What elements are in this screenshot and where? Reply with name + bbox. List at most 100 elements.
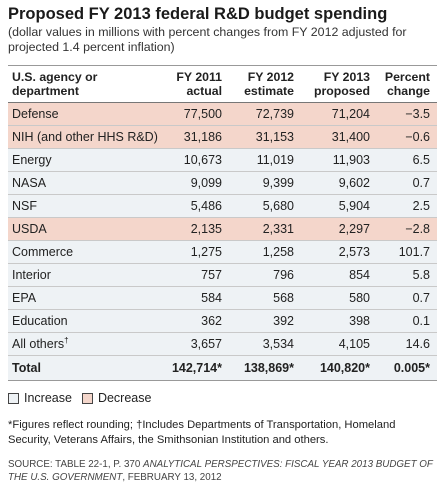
cell-agency: NASA [12,176,47,190]
cell-change: 0.7 [412,291,430,305]
cell-fy2012: 3,534 [262,337,294,351]
legend-item-decrease: Decrease [81,390,152,406]
budget-graphic: Proposed FY 2013 federal R&D budget spen… [8,5,437,484]
cell-agency: USDA [12,222,47,236]
cell-agency: Commerce [12,245,74,259]
cell-fy2012: 9,399 [262,176,294,190]
cell-fy2012: 2,331 [262,222,294,236]
cell-fy2011: 2,135 [190,222,222,236]
cell-fy2012: 392 [273,314,294,328]
cell-fy2011: 142,714* [171,361,222,375]
header-fy2013-line2: proposed [313,84,370,98]
header-fy2012-line2: estimate [244,84,294,98]
cell-fy2011: 3,657 [190,337,222,351]
table-row-all-others: All others† 3,657 3,534 4,105 14.6 [8,333,437,356]
cell-fy2012: 11,019 [256,153,294,167]
subtitle: (dollar values in millions with percent … [8,25,407,54]
cell-fy2013: 11,903 [332,153,370,167]
increase-swatch [8,392,19,404]
table-row-commerce: Commerce 1,275 1,258 2,573 101.7 [8,241,437,264]
decrease-swatch [81,392,93,404]
cell-agency: Total [12,361,41,375]
cell-fy2011: 77,500 [183,107,222,121]
page-title: Proposed FY 2013 federal R&D budget spen… [8,5,388,23]
header-change: Percent change [377,70,437,102]
cell-fy2013: 140,820* [319,361,370,375]
cell-fy2011: 584 [201,291,222,305]
cell-fy2013: 71,204 [331,107,370,121]
header-change-line2: change [386,84,430,98]
cell-change: 14.6 [405,337,430,351]
cell-fy2011: 5,486 [190,199,222,213]
legend-item-increase: Increase [8,390,72,406]
cell-fy2012: 796 [273,268,294,282]
table-row-nih: NIH (and other HHS R&D) 31,186 31,153 31… [8,126,437,149]
cell-change: −2.8 [405,222,430,236]
table-row-energy: Energy 10,673 11,019 11,903 6.5 [8,149,437,172]
budget-table: U.S. agency or department FY 2011 actual… [8,65,437,381]
cell-agency: Interior [12,268,51,282]
cell-fy2013: 2,297 [338,222,370,236]
cell-change: 2.5 [412,199,430,213]
cell-fy2013: 5,904 [338,199,370,213]
cell-fy2011: 31,186 [183,130,222,144]
dagger-footnote-mark: † [64,335,69,345]
header-change-line1: Percent [384,70,430,84]
cell-agency: NIH (and other HHS R&D) [12,130,158,144]
cell-fy2012: 5,680 [262,199,294,213]
cell-fy2011: 10,673 [183,153,222,167]
source-suffix: , FEBRUARY 13, 2012 [122,472,222,483]
header-fy2012: FY 2012 estimate [229,70,301,102]
header-fy2013-line1: FY 2013 [323,70,370,84]
header-agency-line1: U.S. agency or [12,70,98,84]
cell-change: −0.6 [405,130,430,144]
cell-fy2013: 854 [349,268,370,282]
cell-fy2012: 138,869* [243,361,294,375]
source-publication: ANALYTICAL PERSPECTIVES: FISCAL YEAR 201… [8,459,433,483]
source-credit: SOURCE: TABLE 22-1, P. 370 ANALYTICAL PE… [8,458,437,484]
cell-agency: NSF [12,199,37,213]
table-row-epa: EPA 584 568 580 0.7 [8,287,437,310]
legend-decrease-label: Decrease [97,391,152,405]
cell-change: 6.5 [412,153,430,167]
header-agency: U.S. agency or department [8,70,153,102]
cell-fy2012: 1,258 [262,245,294,259]
header-agency-line2: department [12,84,79,98]
table-header: U.S. agency or department FY 2011 actual… [8,66,437,103]
legend: Increase Decrease [8,390,437,406]
cell-agency-text: All others [12,337,65,351]
cell-fy2011: 757 [201,268,222,282]
cell-change: 0.7 [412,176,430,190]
cell-fy2013: 2,573 [338,245,370,259]
cell-fy2011: 362 [201,314,222,328]
table-row-total: Total 142,714* 138,869* 140,820* 0.005* [8,356,437,381]
table-row-interior: Interior 757 796 854 5.8 [8,264,437,287]
header-fy2012-line1: FY 2012 [247,70,294,84]
header-fy2013: FY 2013 proposed [301,70,377,102]
cell-fy2011: 1,275 [190,245,222,259]
table-row-nsf: NSF 5,486 5,680 5,904 2.5 [8,195,437,218]
footnote: *Figures reflect rounding; †Includes Dep… [8,419,396,446]
cell-change: 0.005* [393,361,430,375]
cell-change: −3.5 [405,107,430,121]
cell-agency: Defense [12,107,59,121]
cell-fy2012: 568 [273,291,294,305]
cell-fy2011: 9,099 [190,176,222,190]
cell-fy2013: 9,602 [338,176,370,190]
cell-fy2013: 398 [349,314,370,328]
table-row-nasa: NASA 9,099 9,399 9,602 0.7 [8,172,437,195]
header-fy2011-line1: FY 2011 [176,70,222,84]
cell-agency: EPA [12,291,37,305]
legend-increase-label: Increase [24,391,72,405]
cell-change: 101.7 [398,245,430,259]
cell-fy2013: 31,400 [331,130,370,144]
table-row-defense: Defense 77,500 72,739 71,204 −3.5 [8,103,437,126]
cell-fy2013: 4,105 [338,337,370,351]
cell-fy2013: 580 [349,291,370,305]
cell-agency: Energy [12,153,52,167]
header-fy2011: FY 2011 actual [153,70,229,102]
cell-change: 5.8 [412,268,430,282]
cell-fy2012: 31,153 [255,130,294,144]
cell-fy2012: 72,739 [255,107,294,121]
cell-agency: Education [12,314,68,328]
